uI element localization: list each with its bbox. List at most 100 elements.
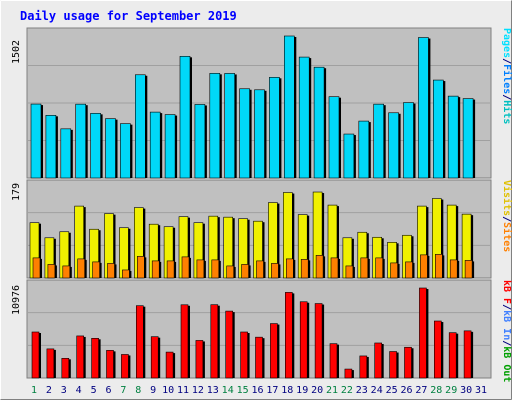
bar-sites-day-9 (151, 260, 160, 279)
bar-hits-day-3 (60, 128, 72, 179)
bar-sites-day-17 (271, 263, 279, 279)
legend-kb-in: kB In (501, 310, 512, 340)
day-label-8: 8 (135, 385, 141, 396)
day-label-21: 21 (326, 385, 338, 396)
bar-hits-day-5 (90, 113, 101, 179)
bar-sites-day-15 (241, 264, 249, 279)
day-label-20: 20 (311, 385, 323, 396)
bar-kbf-day-17 (270, 323, 278, 379)
day-label-23: 23 (356, 385, 368, 396)
ymax-label-visits: 179 (11, 183, 22, 201)
day-label-17: 17 (266, 385, 278, 396)
bar-hits-day-27 (418, 37, 429, 179)
day-label-1: 1 (31, 385, 37, 396)
bar-sites-day-25 (390, 262, 398, 279)
bar-sites-day-16 (256, 260, 264, 279)
day-label-14: 14 (222, 385, 234, 396)
legend-visits-sites: Visits/Sites (501, 180, 512, 252)
bar-hits-day-18 (283, 35, 295, 179)
bar-kbf-day-21 (329, 343, 338, 379)
legend-hits: Hits (501, 100, 512, 124)
chart-marks (28, 35, 490, 379)
bar-sites-day-8 (137, 256, 145, 279)
bar-kbf-day-23 (359, 355, 368, 379)
bar-kbf-day-2 (46, 348, 55, 379)
day-label-30: 30 (460, 385, 472, 396)
bar-hits-day-20 (313, 66, 325, 179)
bar-sites-day-7 (122, 269, 130, 279)
legend-kb-out: kB Out (501, 346, 512, 382)
chart-title: Daily usage for September 2019 (20, 9, 237, 23)
bar-kbf-day-16 (255, 336, 263, 379)
bar-kbf-day-14 (225, 310, 233, 379)
bar-sites-day-27 (420, 254, 428, 279)
day-label-26: 26 (400, 385, 412, 396)
day-label-24: 24 (371, 385, 383, 396)
bar-hits-day-9 (149, 111, 161, 179)
bar-kbf-day-10 (165, 351, 174, 379)
bar-hits-day-25 (388, 112, 399, 179)
bar-kbf-day-29 (448, 332, 457, 379)
bar-sites-day-13 (211, 259, 220, 279)
legend-kb-f: kB F (501, 280, 512, 304)
legend-separator: / (501, 58, 512, 64)
bar-hits-day-30 (462, 98, 474, 179)
bar-kbf-day-7 (121, 354, 129, 379)
bar-hits-day-10 (164, 114, 176, 179)
day-label-12: 12 (192, 385, 204, 396)
bar-sites-day-26 (405, 261, 413, 279)
bar-sites-day-5 (92, 261, 100, 279)
day-label-5: 5 (91, 385, 97, 396)
bar-kbf-day-4 (76, 335, 84, 379)
legend-sites: Sites (501, 222, 512, 252)
day-label-11: 11 (177, 385, 189, 396)
bar-hits-day-12 (194, 104, 206, 179)
bar-kbf-day-5 (91, 338, 99, 379)
bar-sites-day-20 (315, 255, 324, 279)
legend-separator: / (501, 94, 512, 100)
legend-hits-files-pages: Pages/Files/Hits (501, 28, 512, 124)
bar-hits-day-1 (30, 103, 42, 179)
bar-sites-day-2 (47, 264, 56, 279)
bar-hits-day-17 (269, 77, 280, 179)
day-label-19: 19 (296, 385, 308, 396)
bar-hits-day-15 (239, 88, 250, 179)
bar-sites-day-14 (226, 265, 234, 279)
bar-hits-day-23 (358, 120, 370, 179)
bar-hits-day-2 (45, 115, 57, 179)
bar-hits-day-21 (328, 96, 340, 179)
day-label-2: 2 (46, 385, 52, 396)
bar-hits-day-16 (254, 89, 265, 179)
legend-separator: / (501, 304, 512, 310)
bar-sites-day-6 (107, 263, 115, 279)
bar-sites-day-28 (434, 254, 443, 279)
bar-kbf-day-27 (419, 287, 427, 379)
bar-kbf-day-8 (136, 305, 144, 379)
bar-kbf-day-18 (284, 292, 293, 379)
bar-hits-day-4 (75, 103, 86, 179)
day-label-25: 25 (386, 385, 398, 396)
day-label-15: 15 (237, 385, 249, 396)
bar-kbf-day-9 (150, 336, 159, 379)
day-label-4: 4 (76, 385, 82, 396)
bar-kbf-day-11 (180, 304, 189, 379)
bar-hits-day-24 (373, 103, 385, 179)
legend-visits: Visits (501, 180, 512, 216)
bar-hits-day-11 (179, 56, 191, 179)
day-label-18: 18 (281, 385, 293, 396)
bar-kbf-day-6 (106, 350, 114, 379)
bar-kbf-day-24 (374, 342, 383, 379)
bar-sites-day-4 (77, 258, 85, 279)
bar-sites-day-11 (181, 256, 190, 279)
bar-sites-day-24 (375, 257, 384, 279)
day-label-22: 22 (341, 385, 353, 396)
bar-kbf-day-22 (344, 368, 353, 379)
bar-sites-day-1 (32, 257, 41, 279)
bar-kbf-day-15 (240, 331, 248, 379)
bar-hits-day-29 (447, 95, 459, 179)
bar-hits-day-28 (432, 79, 444, 179)
bar-hits-day-6 (105, 118, 116, 179)
bar-kbf-day-25 (389, 351, 397, 379)
day-label-31: 31 (475, 385, 487, 396)
